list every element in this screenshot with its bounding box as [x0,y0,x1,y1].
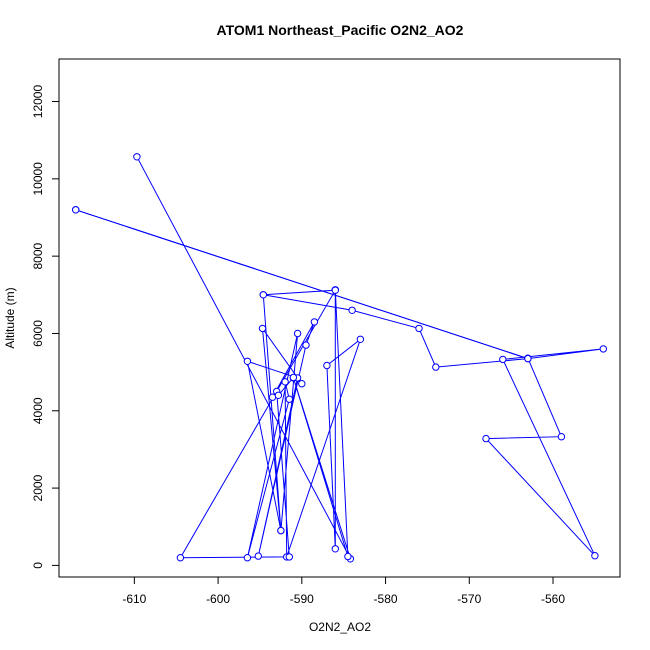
data-point [285,553,293,561]
data-point [258,324,267,333]
data-point [432,363,440,371]
data-point [499,355,507,364]
x-tick-label: -580 [374,592,398,606]
data-point [259,291,267,299]
y-tick-label: 4000 [31,397,45,424]
data-point [72,206,80,214]
y-axis-label: Altitude (m) [3,287,17,348]
y-tick-label: 0 [31,562,45,569]
data-point [524,354,532,363]
plot-frame [58,58,621,578]
data-point [293,329,302,338]
data-point [482,434,490,443]
data-point [298,380,306,388]
y-tick-label: 2000 [31,474,45,501]
data-point [331,286,339,294]
series-line [75,156,529,560]
data-point [323,361,331,370]
x-tick-label: -590 [290,592,314,606]
y-tick-label: 8000 [31,242,45,269]
x-tick-label: -600 [206,592,230,606]
data-point [289,373,298,382]
data-point [133,153,141,161]
series-layer [72,153,607,563]
data-point [243,554,252,562]
series-line [75,209,604,557]
data-point [243,357,252,365]
data-point [356,335,365,343]
data-point [344,552,352,561]
data-point [599,345,607,353]
data-point [591,552,599,560]
data-point [285,395,293,403]
data-point [302,341,310,349]
x-axis: -610 -600 -590 -580 -570 -560 [122,576,565,606]
y-tick-label: 12000 [31,85,45,119]
x-tick-label: -570 [457,592,481,606]
data-point [281,378,289,386]
x-axis-label: O2N2_AO2 [309,620,371,634]
data-point [415,324,423,333]
data-point [348,306,356,314]
chart-title: ATOM1 Northeast_Pacific O2N2_AO2 [217,22,464,38]
data-point [310,318,319,326]
y-tick-label: 10000 [31,162,45,196]
x-tick-label: -560 [541,592,565,606]
series-line [261,294,303,531]
data-point [274,391,283,399]
data-point [331,545,339,553]
data-point [254,552,262,560]
y-tick-label: 6000 [31,320,45,347]
data-point [557,433,566,441]
x-tick-label: -610 [122,592,146,606]
y-axis: 0 2000 4000 6000 8000 10000 12000 [31,85,60,569]
data-point [176,554,185,562]
data-point [277,526,285,535]
